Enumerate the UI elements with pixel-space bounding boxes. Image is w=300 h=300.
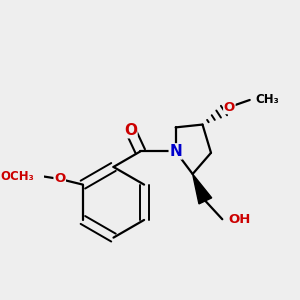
- Text: OH: OH: [228, 213, 250, 226]
- Text: N: N: [169, 144, 182, 159]
- Text: CH₃: CH₃: [255, 94, 279, 106]
- Text: O: O: [124, 123, 137, 138]
- Text: OCH₃: OCH₃: [1, 169, 34, 183]
- Text: O: O: [54, 172, 65, 185]
- Polygon shape: [193, 174, 212, 204]
- Text: O: O: [224, 100, 235, 113]
